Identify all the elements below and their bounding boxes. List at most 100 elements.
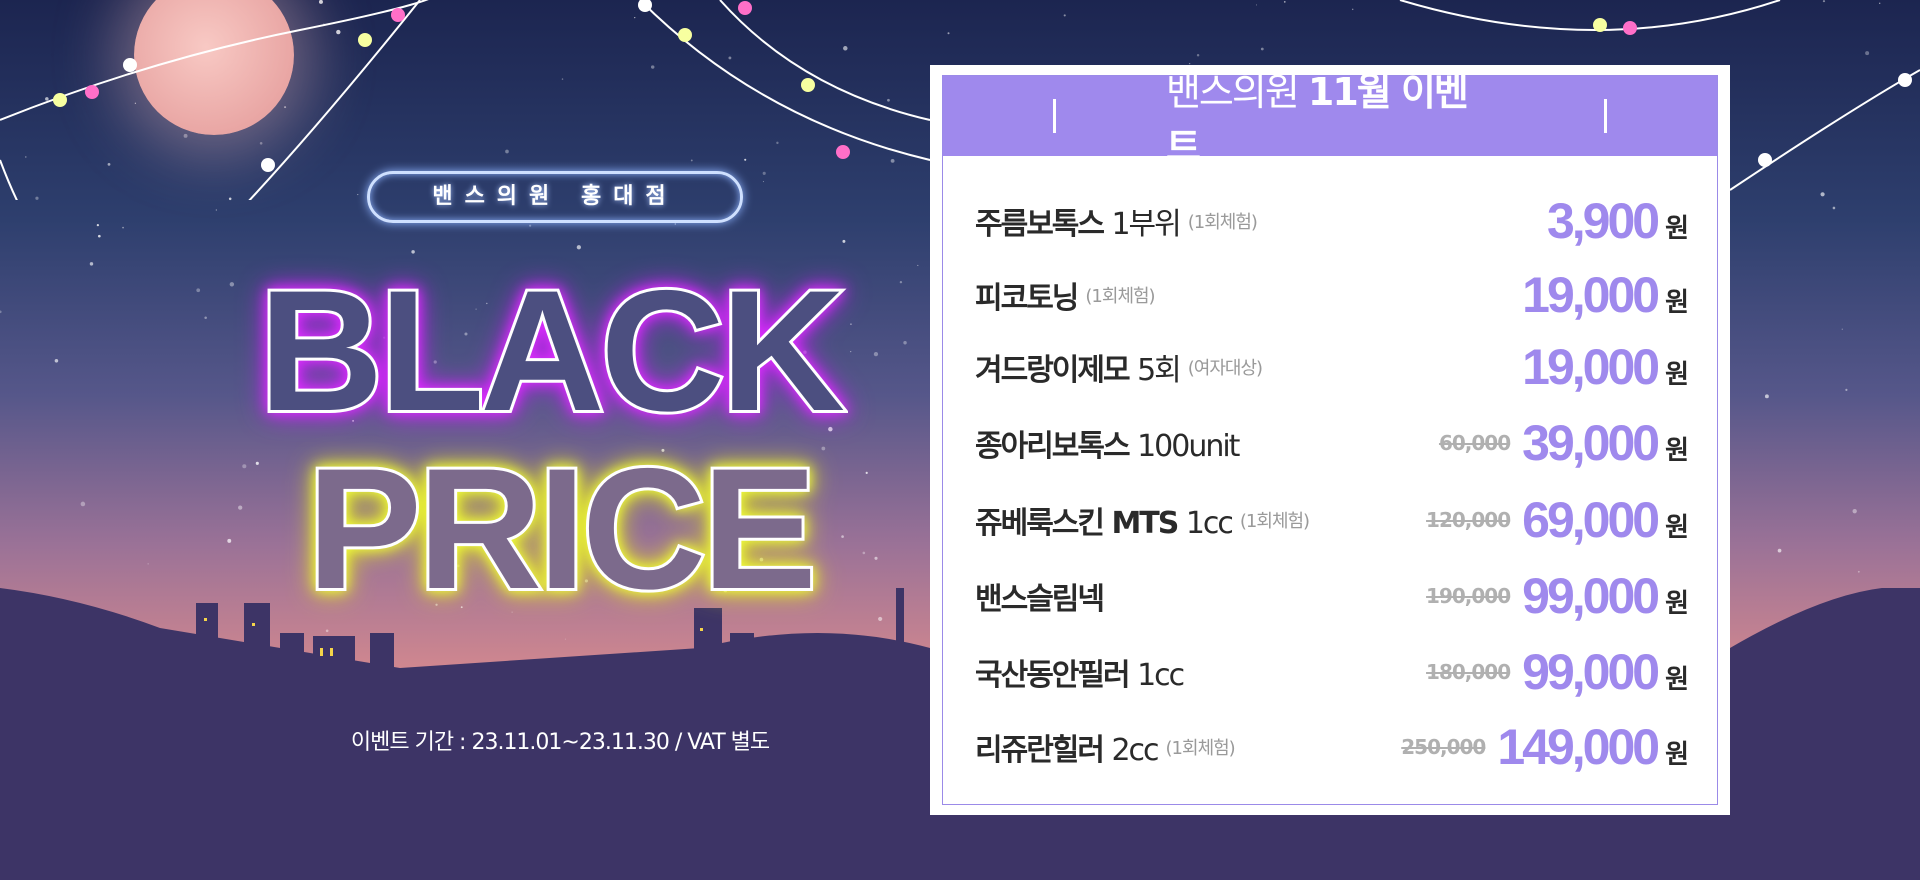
star bbox=[850, 323, 852, 325]
star bbox=[325, 629, 329, 633]
star bbox=[1841, 328, 1843, 330]
star bbox=[1255, 4, 1258, 6]
star bbox=[1820, 192, 1825, 197]
star bbox=[228, 197, 232, 201]
star bbox=[674, 223, 676, 225]
star bbox=[196, 288, 201, 293]
star bbox=[324, 507, 329, 511]
treatment-note: (1회체험) bbox=[1239, 511, 1310, 532]
star bbox=[80, 501, 86, 507]
star bbox=[134, 102, 137, 105]
star bbox=[576, 245, 581, 250]
string-lights-decoration bbox=[0, 0, 1920, 200]
treatment-name: 종아리보톡스 100unit bbox=[975, 421, 1240, 465]
treatment-name: 밴스슬림넥 bbox=[975, 574, 1105, 618]
star bbox=[821, 446, 826, 451]
star bbox=[147, 563, 149, 565]
star bbox=[89, 262, 94, 266]
star bbox=[850, 351, 852, 353]
star bbox=[336, 29, 341, 35]
star bbox=[529, 224, 532, 227]
currency-unit: 원 bbox=[1665, 213, 1689, 244]
star bbox=[762, 181, 764, 183]
star bbox=[762, 171, 766, 175]
treatment-title: 겨드랑이제모 bbox=[975, 353, 1131, 388]
star bbox=[1879, 2, 1881, 4]
star bbox=[54, 359, 59, 363]
star bbox=[1857, 570, 1860, 573]
branch-badge: 밴스의원 홍대점 bbox=[367, 171, 743, 223]
treatment-name: 국산동안필러 1cc bbox=[975, 650, 1185, 694]
sale-price: 149,000 bbox=[1497, 719, 1660, 775]
star bbox=[890, 158, 895, 163]
star bbox=[25, 156, 27, 158]
star bbox=[35, 196, 39, 200]
treatment-detail: 100unit bbox=[1137, 429, 1240, 464]
star bbox=[1865, 51, 1870, 56]
treatment-note: (1회체험) bbox=[1187, 212, 1258, 233]
star bbox=[464, 332, 468, 336]
treatment-title: 종아리보톡스 bbox=[975, 429, 1131, 464]
treatment-name: 피코토닝 bbox=[975, 273, 1079, 317]
price-row: 겨드랑이제모 5회 (여자대상) 19,000 원 bbox=[975, 337, 1689, 397]
event-period: 이벤트 기간 : 23.11.01~23.11.30 / VAT 별도 bbox=[350, 730, 770, 755]
treatment-title: 밴스슬림넥 bbox=[975, 582, 1105, 617]
star bbox=[107, 162, 111, 166]
currency-unit: 원 bbox=[1665, 512, 1689, 543]
original-price: 250,000 bbox=[1401, 735, 1486, 759]
moon-illustration bbox=[134, 0, 294, 135]
sale-price: 39,000 bbox=[1522, 415, 1660, 471]
treatment-name: 주름보톡스 1부위 bbox=[975, 199, 1182, 243]
currency-unit: 원 bbox=[1665, 739, 1689, 770]
star bbox=[433, 360, 437, 364]
price-row: 국산동안필러 1cc 180,000 99,000 원 bbox=[975, 642, 1689, 702]
star bbox=[517, 488, 522, 493]
star bbox=[634, 16, 636, 19]
star bbox=[723, 588, 728, 593]
star bbox=[887, 98, 890, 102]
price-list-panel: 밴스의원 11월 이벤트 주름보톡스 1부위 (1회체험) 3,900 원 피코토닝… bbox=[930, 65, 1730, 815]
star bbox=[284, 106, 287, 109]
star bbox=[352, 419, 355, 422]
treatment-detail: 2cc bbox=[1111, 733, 1159, 768]
star bbox=[456, 564, 460, 568]
star bbox=[661, 448, 665, 452]
star bbox=[917, 264, 919, 266]
star bbox=[564, 638, 566, 640]
treatment-title: 국산동안필러 bbox=[975, 658, 1131, 693]
star bbox=[1764, 394, 1769, 399]
star bbox=[841, 535, 844, 538]
star bbox=[486, 302, 488, 305]
star bbox=[238, 505, 243, 510]
star bbox=[1852, 508, 1857, 514]
price-row: 쥬베룩스킨 MTS 1cc (1회체험) 120,000 69,000 원 bbox=[975, 490, 1689, 550]
sale-price: 19,000 bbox=[1522, 267, 1660, 323]
star bbox=[318, 0, 323, 4]
star bbox=[803, 350, 807, 354]
star bbox=[598, 521, 602, 525]
star bbox=[1260, 47, 1264, 51]
header-title: 밴스의원 11월 이벤트 bbox=[1166, 61, 1494, 171]
treatment-title: 쥬베룩스킨 MTS bbox=[975, 506, 1179, 541]
star bbox=[1188, 62, 1191, 65]
currency-unit: 원 bbox=[1665, 664, 1689, 695]
star bbox=[1196, 54, 1200, 57]
sale-price: 99,000 bbox=[1522, 644, 1660, 700]
star bbox=[776, 141, 779, 145]
treatment-title: 피코토닝 bbox=[975, 281, 1079, 316]
headline-price: PRICE bbox=[304, 430, 820, 628]
sale-price: 19,000 bbox=[1522, 339, 1660, 395]
original-price: 60,000 bbox=[1438, 431, 1511, 455]
sale-price: 69,000 bbox=[1522, 492, 1660, 548]
star bbox=[183, 133, 188, 138]
sale-price: 3,900 bbox=[1546, 193, 1660, 249]
star bbox=[690, 159, 693, 162]
star bbox=[242, 464, 247, 469]
price-row: 종아리보톡스 100unit 60,000 39,000 원 bbox=[975, 413, 1689, 473]
currency-unit: 원 bbox=[1665, 359, 1689, 390]
currency-unit: 원 bbox=[1665, 287, 1689, 318]
star bbox=[1777, 548, 1782, 553]
treatment-note: (여자대상) bbox=[1187, 358, 1263, 379]
price-row: 밴스슬림넥 190,000 99,000 원 bbox=[975, 566, 1689, 626]
star bbox=[628, 325, 631, 328]
